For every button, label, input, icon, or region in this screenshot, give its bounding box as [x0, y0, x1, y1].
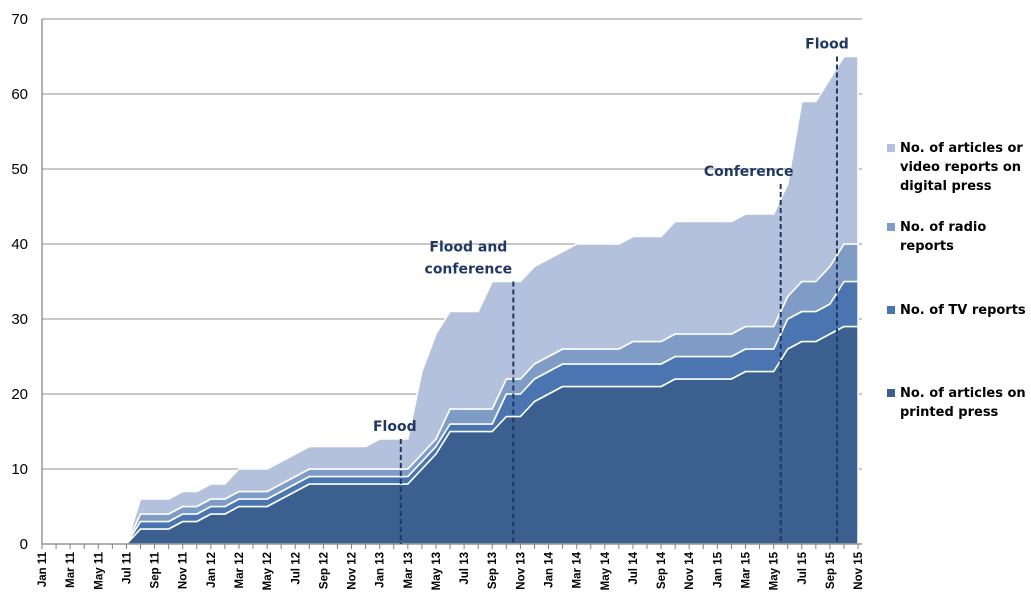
x-tick-label: Sep 14: [656, 551, 668, 589]
x-tick-label: Nov 12: [347, 552, 359, 590]
x-tick-label: Sep 12: [318, 552, 330, 589]
x-tick-label: Mar 14: [572, 551, 584, 588]
x-tick-label: Mar 11: [65, 551, 77, 587]
annotation-label: Flood: [373, 419, 417, 435]
legend-swatch-1: [887, 144, 895, 152]
y-tick-label: 60: [11, 86, 28, 103]
legend-label: No. of articles on: [900, 386, 1026, 401]
series-areas: [41, 55, 859, 545]
annotation-label: Flood: [805, 37, 849, 53]
x-tick-label: Mar 13: [403, 552, 415, 588]
legend: No. of articles or video reports on digita…: [887, 141, 1026, 420]
x-tick-label: Jul 12: [290, 552, 302, 585]
x-tick-label: May 14: [600, 551, 612, 590]
x-tick-label: Jan 15: [712, 551, 724, 587]
x-tick-label: Sep 15: [825, 551, 837, 589]
axes: 0 10 20 30 40 50 60 70 Jan 11 Mar 11 May 11 Jul 11 S…: [11, 11, 865, 590]
x-tick-label: Mar 15: [741, 551, 753, 588]
x-tick-label: Jan 11: [37, 551, 49, 587]
x-tick-label: Jan 12: [206, 552, 218, 588]
x-tick-label: Sep 11: [150, 551, 162, 588]
x-tick-label: Nov 14: [684, 551, 696, 589]
x-tick-label: Jul 11: [121, 551, 133, 584]
annotation-label: conference: [425, 262, 513, 278]
x-tick-label: May 11: [93, 551, 105, 589]
x-tick-label: Jan 13: [375, 552, 387, 588]
y-tick-label: 10: [11, 461, 28, 478]
x-tick-label: May 15: [769, 551, 781, 590]
annotation-label: Conference: [704, 164, 794, 180]
x-tick-label: Nov 11: [178, 551, 190, 589]
legend-label: No. of TV reports: [900, 303, 1026, 318]
legend-label: No. of articles or: [900, 141, 1023, 156]
x-tick-label: Nov 15: [853, 551, 865, 589]
legend-label: No. of radio: [900, 220, 986, 235]
x-tick-label: Nov 13: [515, 552, 527, 590]
legend-label: digital press: [900, 179, 992, 194]
annotation-label: Flood and: [429, 240, 507, 256]
legend-swatch-4: [887, 389, 895, 397]
x-tick-label: Jul 15: [797, 551, 809, 584]
x-tick-label: Jul 14: [628, 551, 640, 584]
x-tick-label: May 13: [431, 552, 443, 590]
legend-label: reports: [900, 239, 954, 254]
x-tick-label: Jan 14: [544, 551, 556, 587]
x-tick-label: Sep 13: [487, 552, 499, 589]
y-tick-label: 30: [11, 311, 28, 328]
legend-swatch-2: [887, 223, 895, 231]
x-tick-label: May 12: [262, 552, 274, 590]
y-tick-label: 0: [20, 536, 28, 553]
legend-swatch-3: [887, 306, 895, 314]
y-tick-label: 40: [11, 236, 28, 253]
area-series-4: [41, 55, 859, 545]
y-tick-label: 50: [11, 161, 28, 178]
annotations: Flood Flood and conference Conference Flood: [373, 37, 849, 544]
y-tick-label: 20: [11, 386, 28, 403]
x-tick-label: Mar 12: [234, 552, 246, 588]
y-tick-label: 70: [11, 11, 28, 28]
legend-label: printed press: [900, 405, 999, 420]
x-tick-label: Jul 13: [459, 552, 471, 585]
legend-label: video reports on: [900, 160, 1021, 175]
